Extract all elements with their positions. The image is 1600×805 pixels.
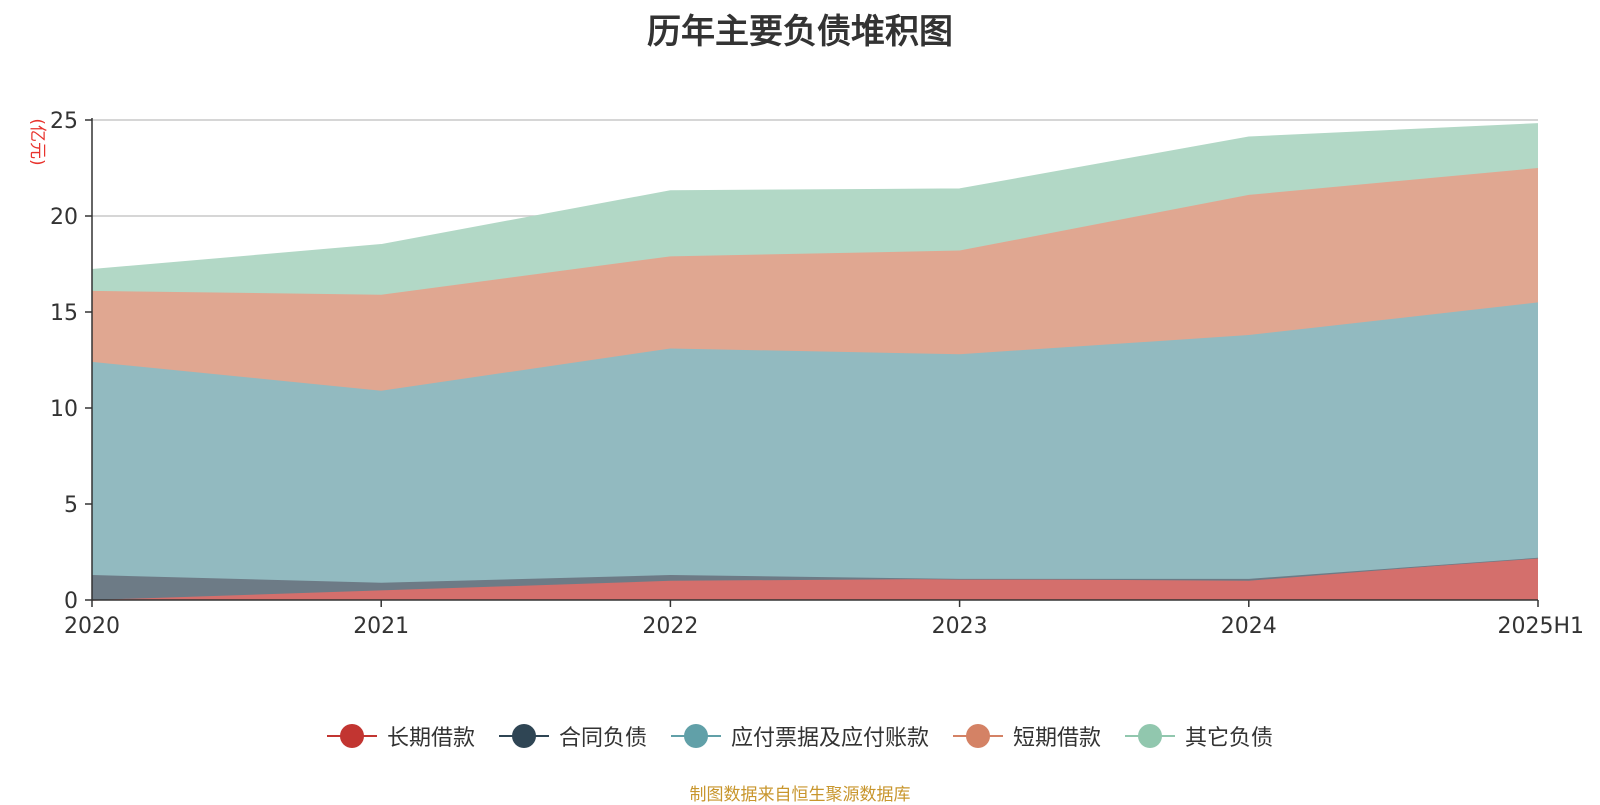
series-line-5 — [91, 123, 1539, 271]
area-series-3 — [92, 302, 1538, 583]
area-series — [91, 123, 1539, 601]
legend-label: 长期借款 — [386, 726, 475, 751]
data-source-note: 制图数据来自恒生聚源数据库 — [689, 785, 911, 805]
chart-title: 历年主要负债堆积图 — [647, 12, 953, 52]
legend-marker-icon — [1125, 722, 1176, 750]
area-series-1 — [92, 557, 1538, 600]
legend: 长期借款 合同负债 应付票据及应付账款 短期借款 其它负债 — [0, 720, 1600, 752]
legend-item-4[interactable]: 短期借款 — [953, 720, 1101, 752]
axes: 0 5 10 15 20 25 2020 2021 2022 2023 2024 2025H1 — [50, 109, 1584, 639]
area-series-2 — [92, 557, 1538, 600]
legend-label: 其它负债 — [1185, 726, 1274, 751]
legend-item-1[interactable]: 长期借款 — [326, 720, 475, 752]
legend-item-2[interactable]: 合同负债 — [498, 720, 647, 752]
x-tick-label: 2025H1 — [1497, 614, 1584, 639]
legend-label: 合同负债 — [558, 726, 647, 751]
y-axis-label: (亿元) — [27, 118, 47, 165]
area-series-5 — [92, 123, 1538, 295]
legend-marker-icon — [670, 722, 721, 750]
y-tick-label: 20 — [50, 205, 78, 230]
x-tick-label: 2024 — [1221, 614, 1277, 639]
legend-marker-icon — [953, 722, 1003, 750]
legend-marker-icon — [326, 722, 377, 750]
x-tick-label: 2020 — [64, 614, 120, 639]
legend-item-5[interactable]: 其它负债 — [1125, 720, 1273, 752]
y-tick-label: 5 — [64, 493, 78, 518]
y-tick-label: 15 — [50, 301, 78, 326]
x-tick-label: 2023 — [932, 614, 988, 639]
legend-label: 短期借款 — [1013, 726, 1102, 751]
y-tick-label: 0 — [64, 589, 78, 614]
area-series-4 — [92, 168, 1538, 391]
legend-marker-icon — [498, 722, 549, 750]
legend-label: 应付票据及应付账款 — [730, 726, 929, 751]
x-tick-label: 2022 — [642, 614, 698, 639]
x-tick-label: 2021 — [353, 614, 409, 639]
y-tick-label: 25 — [50, 109, 78, 134]
legend-item-3[interactable]: 应付票据及应付账款 — [670, 720, 929, 752]
y-tick-label: 10 — [50, 397, 78, 422]
stacked-area-chart: 0 5 10 15 20 25 2020 2021 2022 2023 2024 2025H1 (亿元… — [27, 109, 1584, 639]
